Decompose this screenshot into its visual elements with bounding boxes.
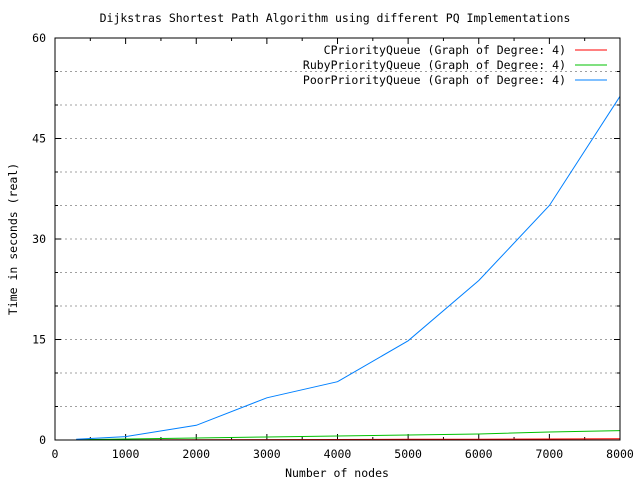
x-tick-label: 1000 xyxy=(112,447,140,461)
x-tick-label: 6000 xyxy=(465,447,493,461)
legend-label: CPriorityQueue (Graph of Degree: 4) xyxy=(324,43,566,57)
x-tick-label: 2000 xyxy=(182,447,210,461)
series-lines xyxy=(76,96,621,441)
series-line-2 xyxy=(76,96,621,440)
y-tick-label: 60 xyxy=(32,31,46,45)
grid-lines xyxy=(55,71,620,407)
x-tick-label: 0 xyxy=(52,447,59,461)
x-tick-labels: 0 1000 2000 3000 4000 5000 6000 7000 8000 xyxy=(52,447,634,461)
x-tick-label: 4000 xyxy=(324,447,352,461)
chart-title: Dijkstras Shortest Path Algorithm using … xyxy=(100,11,571,25)
y-tick-labels: 0 15 30 45 60 xyxy=(32,31,46,447)
x-tick-label: 5000 xyxy=(394,447,422,461)
series-line-1 xyxy=(76,430,621,441)
x-tick-label: 3000 xyxy=(253,447,281,461)
y-tick-label: 45 xyxy=(32,132,46,146)
y-axis-label: Time in seconds (real) xyxy=(6,163,20,315)
y-tick-label: 0 xyxy=(39,433,46,447)
x-axis-label: Number of nodes xyxy=(285,466,389,480)
y-tick-label: 15 xyxy=(32,333,46,347)
legend: CPriorityQueue (Graph of Degree: 4)RubyP… xyxy=(303,43,607,87)
x-tick-label: 8000 xyxy=(606,447,634,461)
plot-frame xyxy=(54,37,621,441)
legend-label: PoorPriorityQueue (Graph of Degree: 4) xyxy=(303,73,566,87)
legend-label: RubyPriorityQueue (Graph of Degree: 4) xyxy=(303,58,566,72)
y-tick-label: 30 xyxy=(32,232,46,246)
x-tick-label: 7000 xyxy=(536,447,564,461)
